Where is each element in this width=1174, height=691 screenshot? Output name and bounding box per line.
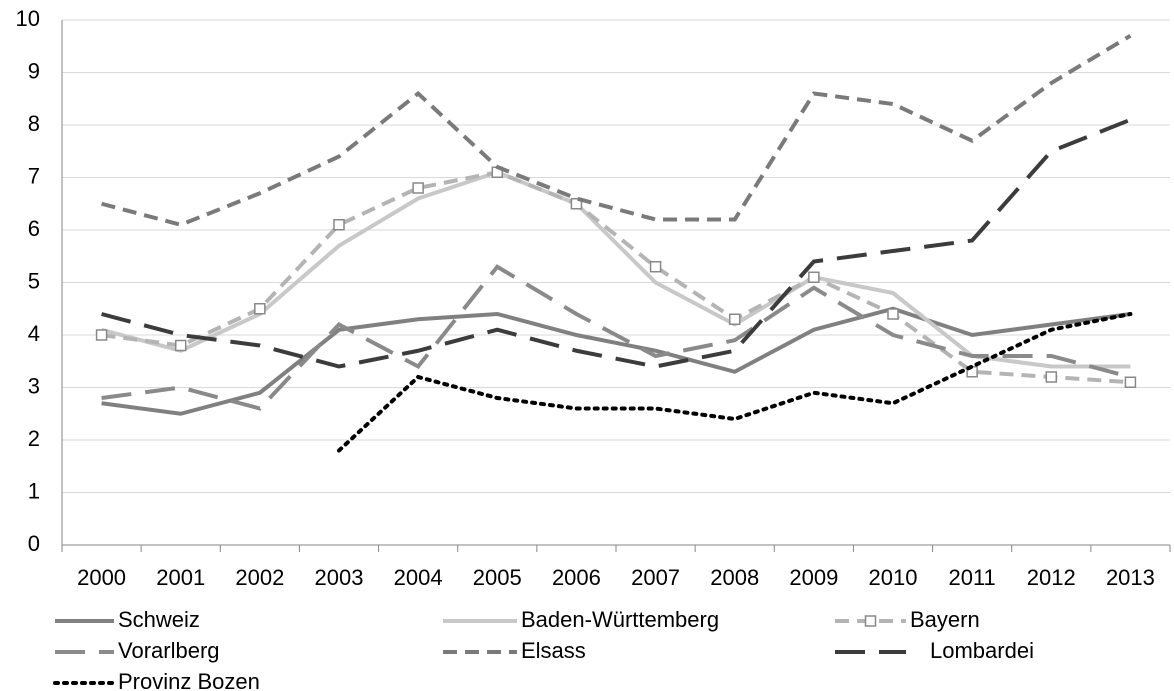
series-line — [101, 117, 1132, 369]
series-line — [337, 312, 1133, 453]
legend-label: Lombardei — [930, 638, 1034, 663]
point-marker — [808, 271, 820, 283]
point-marker — [333, 219, 345, 231]
x-tick-label: 2003 — [315, 565, 364, 590]
y-tick-label: 8 — [28, 111, 40, 136]
x-tick-label: 2008 — [710, 565, 759, 590]
y-tick-label: 0 — [28, 531, 40, 556]
x-tick-label: 2012 — [1027, 565, 1076, 590]
y-tick-label: 6 — [28, 216, 40, 241]
series-line — [101, 170, 1131, 369]
point-marker — [728, 313, 741, 325]
point-marker — [1124, 376, 1137, 388]
x-tick-label: 2005 — [473, 565, 522, 590]
point-marker — [649, 261, 662, 273]
y-tick-label: 7 — [28, 163, 40, 188]
series-line — [101, 306, 1131, 416]
x-tick-label: 2002 — [235, 565, 284, 590]
legend-label: Vorarlberg — [118, 638, 220, 663]
y-tick-label: 9 — [28, 58, 40, 83]
x-tick-label: 2001 — [156, 565, 205, 590]
point-marker — [174, 339, 187, 352]
legend-label: Elsass — [521, 638, 586, 663]
legend-label: Baden-Württemberg — [521, 607, 719, 632]
point-marker — [887, 308, 899, 320]
x-tick-label: 2007 — [631, 565, 680, 590]
x-tick-label: 2004 — [394, 565, 443, 590]
x-tick-label: 2009 — [789, 565, 838, 590]
legend-label: Bayern — [910, 607, 980, 632]
y-tick-label: 2 — [28, 426, 40, 451]
x-tick-label: 2000 — [77, 565, 126, 590]
y-tick-label: 1 — [28, 478, 40, 503]
point-marker — [254, 303, 266, 315]
legend-label: Schweiz — [118, 607, 200, 632]
y-tick-label: 3 — [28, 373, 40, 398]
legend-marker — [864, 615, 877, 627]
point-marker — [412, 182, 424, 194]
series-line — [101, 34, 1132, 227]
series-line — [101, 264, 1131, 411]
point-marker — [570, 198, 583, 210]
x-tick-label: 2010 — [869, 565, 918, 590]
legend-label: Provinz Bozen — [118, 669, 260, 691]
y-tick-label: 5 — [28, 268, 40, 293]
x-tick-label: 2006 — [552, 565, 601, 590]
y-tick-label: 10 — [16, 6, 40, 31]
series-line — [101, 170, 1131, 385]
y-tick-label: 4 — [28, 321, 40, 346]
point-marker — [95, 329, 108, 341]
x-tick-label: 2013 — [1106, 565, 1155, 590]
x-tick-label: 2011 — [948, 565, 995, 590]
point-marker — [1045, 371, 1058, 383]
